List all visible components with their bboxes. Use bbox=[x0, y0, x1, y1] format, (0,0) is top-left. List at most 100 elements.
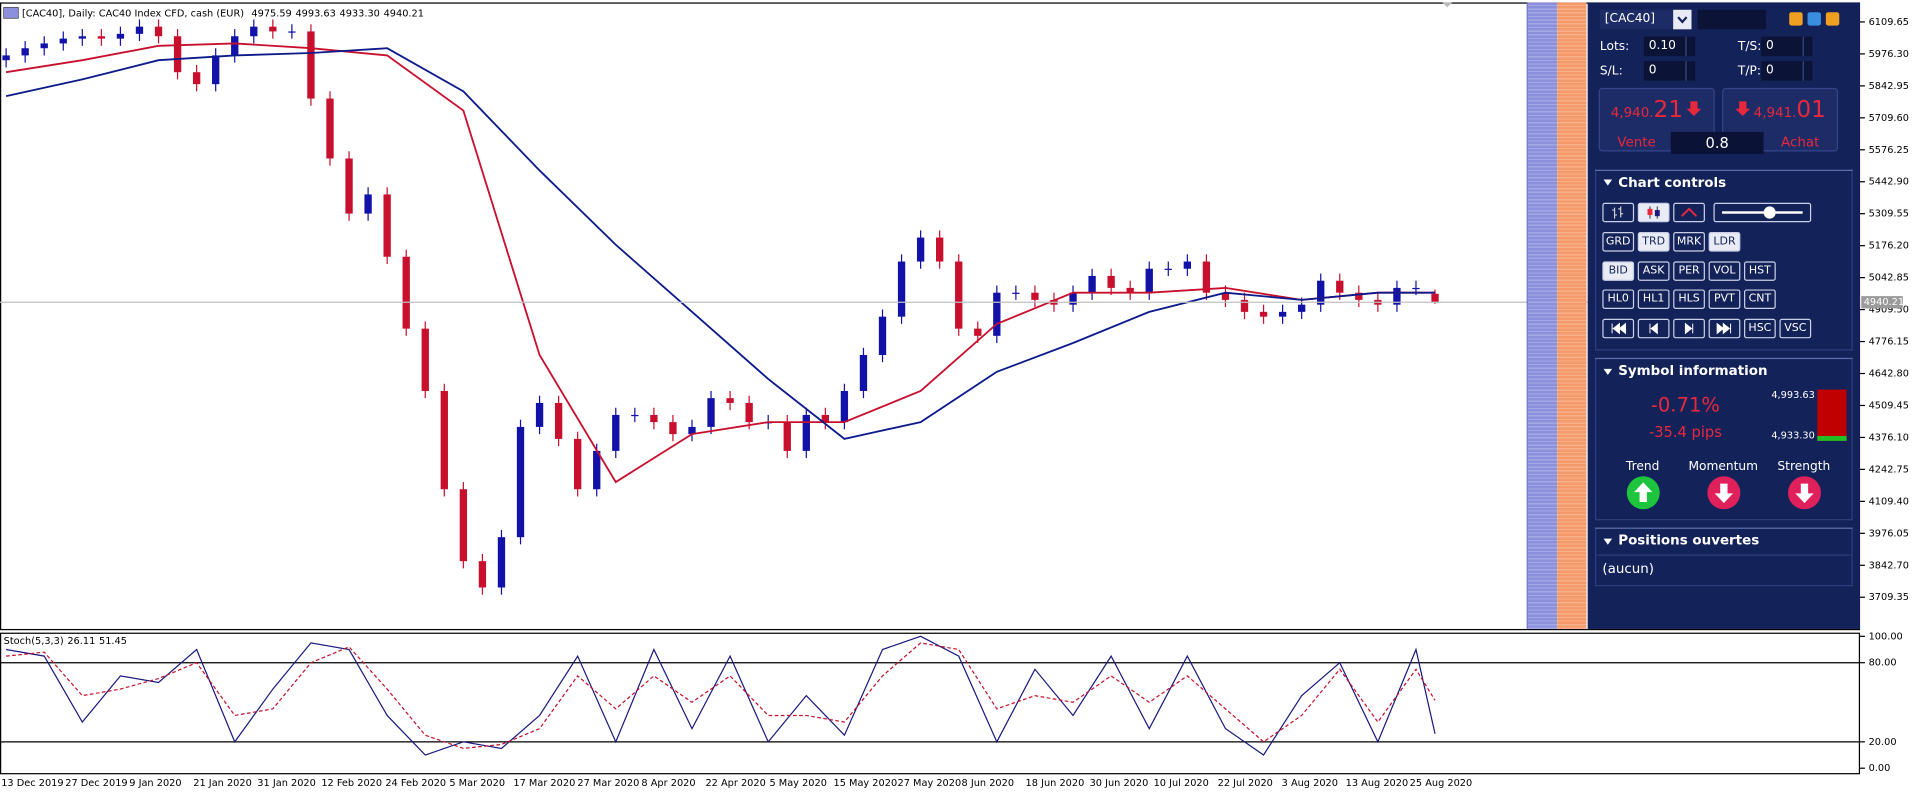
tp-spin[interactable] bbox=[1802, 61, 1813, 81]
candle-body bbox=[173, 36, 182, 73]
bid-main: 4,940. bbox=[1610, 105, 1654, 121]
line-icon bbox=[1681, 207, 1698, 217]
down-arrow bbox=[1686, 101, 1702, 117]
y-tick-label: 5842.95 bbox=[1869, 81, 1909, 92]
collapse-icon[interactable] bbox=[1602, 177, 1613, 188]
candle-body bbox=[1031, 292, 1039, 300]
bid-pips: 21 bbox=[1653, 96, 1684, 124]
candle-chart-button[interactable] bbox=[1637, 202, 1670, 223]
indicator-signal bbox=[1626, 476, 1660, 510]
x-tick-label: 3 Aug 2020 bbox=[1282, 778, 1338, 789]
lots-label: Lots: bbox=[1599, 40, 1630, 54]
select-arrow[interactable] bbox=[1673, 9, 1692, 30]
icon-copy[interactable] bbox=[1789, 12, 1803, 26]
y-tick-label: 4376.10 bbox=[1869, 432, 1909, 443]
candle-body bbox=[440, 390, 448, 490]
sl-label: S/L: bbox=[1599, 64, 1623, 79]
candle-body bbox=[135, 26, 144, 34]
ts-spin[interactable] bbox=[1802, 36, 1813, 57]
sl-input[interactable]: 0 bbox=[1643, 61, 1686, 81]
bar-chart-button[interactable] bbox=[1602, 202, 1635, 223]
lots-spin[interactable] bbox=[1685, 36, 1696, 57]
candle-body bbox=[307, 31, 315, 99]
indicator-label: Momentum bbox=[1688, 460, 1759, 474]
arrow-icon bbox=[1795, 483, 1814, 504]
control-button[interactable]: CNT bbox=[1744, 289, 1776, 310]
control-button[interactable]: HL0 bbox=[1602, 289, 1635, 310]
control-button[interactable]: PVT bbox=[1708, 289, 1741, 310]
lots-input[interactable]: 0.10 bbox=[1643, 36, 1686, 57]
control-button[interactable]: HL1 bbox=[1637, 289, 1670, 310]
candle-body bbox=[269, 26, 277, 32]
stoch-line bbox=[6, 635, 1436, 756]
control-button[interactable]: TRD bbox=[1637, 232, 1670, 252]
control-button[interactable]: VOL bbox=[1708, 260, 1741, 281]
stoch-pane bbox=[0, 632, 1861, 775]
control-button[interactable]: BID bbox=[1602, 260, 1635, 281]
icon-settings[interactable] bbox=[1807, 12, 1821, 26]
collapse-icon[interactable] bbox=[1602, 366, 1613, 377]
symbol-select[interactable]: [CAC40] bbox=[1599, 9, 1674, 30]
control-button[interactable]: PER bbox=[1673, 260, 1705, 281]
control-button[interactable]: HSC bbox=[1744, 318, 1776, 339]
candle-body bbox=[1221, 292, 1230, 300]
indicator-label: Trend bbox=[1625, 460, 1660, 474]
tp-input[interactable]: 0 bbox=[1761, 61, 1803, 81]
day-low: 4,933.30 bbox=[1771, 429, 1815, 441]
candle-body bbox=[936, 237, 944, 262]
sell-button[interactable]: 4,940.21 Vente bbox=[1598, 87, 1715, 152]
candle-body bbox=[250, 26, 258, 37]
candle-body bbox=[1069, 292, 1077, 305]
collapse-icon[interactable] bbox=[1602, 536, 1613, 547]
ohlc-high: 4993.63 bbox=[295, 8, 335, 19]
y-tick-label: 20.00 bbox=[1869, 737, 1897, 748]
arrow bbox=[1714, 483, 1734, 504]
candle-body bbox=[516, 426, 525, 538]
arrow bbox=[1795, 483, 1814, 504]
first-button[interactable] bbox=[1602, 318, 1635, 339]
stoch-line bbox=[6, 642, 1436, 750]
candle-body bbox=[1297, 304, 1306, 312]
ohlc-low: 4933.30 bbox=[340, 8, 380, 19]
range-bar bbox=[1817, 389, 1847, 441]
x-tick-label: 9 Jan 2020 bbox=[129, 778, 181, 789]
buy-button[interactable]: 4,941.01 Achat bbox=[1722, 87, 1839, 152]
candle-body bbox=[1240, 299, 1249, 312]
control-button[interactable]: ASK bbox=[1637, 260, 1670, 281]
sl-spin[interactable] bbox=[1685, 61, 1696, 81]
candle-body bbox=[1317, 280, 1325, 305]
ts-input[interactable]: 0 bbox=[1761, 36, 1803, 57]
first-icon bbox=[1611, 322, 1627, 335]
x-tick-label: 27 Dec 2019 bbox=[65, 778, 127, 789]
change-percent: -0.71% bbox=[1650, 393, 1720, 417]
candle-body bbox=[707, 398, 715, 427]
icon-close[interactable] bbox=[1825, 12, 1840, 26]
next-button[interactable] bbox=[1673, 318, 1705, 339]
candle-body bbox=[2, 55, 10, 61]
x-tick-label: 8 Jun 2020 bbox=[962, 778, 1015, 789]
x-tick-label: 8 Apr 2020 bbox=[641, 778, 695, 789]
last-icon bbox=[1716, 322, 1732, 335]
control-button[interactable]: VSC bbox=[1779, 318, 1812, 339]
line-chart-button[interactable] bbox=[1673, 202, 1705, 223]
zoom-slider[interactable] bbox=[1713, 202, 1812, 223]
control-button[interactable]: HST bbox=[1744, 260, 1776, 281]
control-button[interactable]: GRD bbox=[1602, 232, 1635, 252]
last-button[interactable] bbox=[1708, 318, 1741, 339]
candle-body bbox=[116, 33, 125, 39]
slider-knob[interactable] bbox=[1763, 206, 1776, 219]
prev-button[interactable] bbox=[1637, 318, 1670, 339]
symbol-field[interactable] bbox=[1697, 9, 1767, 30]
candle-body bbox=[154, 26, 163, 37]
control-button[interactable]: LDR bbox=[1708, 232, 1741, 252]
candle-body bbox=[955, 261, 963, 329]
x-tick-label: 27 May 2020 bbox=[898, 778, 962, 789]
candle-body bbox=[1393, 287, 1401, 305]
y-tick-label: 5309.55 bbox=[1869, 209, 1909, 220]
control-button[interactable]: MRK bbox=[1673, 232, 1705, 252]
ask-price: 4,941.01 bbox=[1723, 96, 1837, 123]
stripe-orange bbox=[1557, 2, 1587, 629]
control-button[interactable]: HLS bbox=[1673, 289, 1705, 310]
candle-body bbox=[554, 402, 563, 439]
